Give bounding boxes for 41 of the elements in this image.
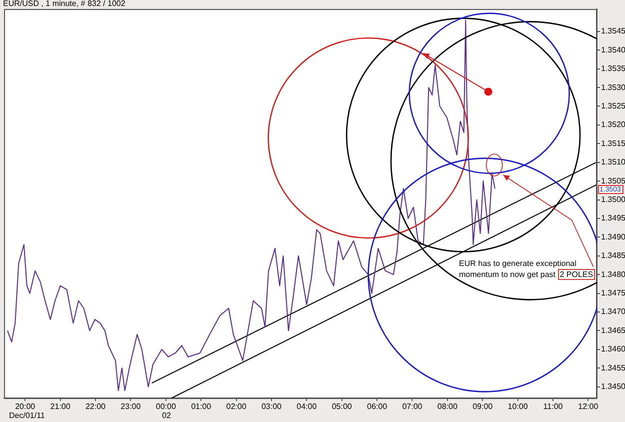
x-tick-label: 10:00 bbox=[508, 402, 528, 412]
x-tick-label: 07:00 bbox=[402, 402, 423, 412]
text: Dec/01/11 bbox=[9, 411, 45, 420]
y-tick-label: 1.3510 bbox=[601, 158, 625, 167]
y-tick-label: 1.3515 bbox=[601, 138, 625, 148]
y-tick-label: 1.3465 bbox=[601, 326, 625, 335]
annotation: 2 POLES bbox=[558, 269, 596, 280]
text: 02 bbox=[162, 411, 171, 420]
x-tick-label: 01:00 bbox=[191, 402, 212, 412]
y-tick-label: 1.3495 bbox=[601, 214, 625, 223]
x-tick-label: 04:00 bbox=[296, 402, 318, 412]
x-tick-label: 20:00 bbox=[15, 402, 36, 412]
y-tick-label: 1.3535 bbox=[601, 64, 625, 74]
y-tick-label: 1.3545 bbox=[601, 26, 625, 36]
y-tick-label: 1.3490 bbox=[601, 232, 625, 242]
y-tick-label: 1.3500 bbox=[601, 194, 625, 204]
y-tick-label: 1.3460 bbox=[601, 344, 625, 354]
y-tick-label: 1.3480 bbox=[601, 270, 625, 279]
x-tick-label: 09:00 bbox=[472, 402, 494, 412]
y-tick-label: 1.3520 bbox=[601, 120, 625, 130]
y-tick-label: 1.3475 bbox=[601, 288, 625, 298]
x-tick-label: 06:00 bbox=[367, 402, 388, 412]
y-tick-label: 1.3505 bbox=[601, 176, 625, 186]
y-tick-label: 1.3530 bbox=[601, 82, 625, 92]
y-tick-label: 1.3485 bbox=[601, 251, 625, 260]
x-tick-label: 02:00 bbox=[226, 402, 247, 412]
chart-title: EUR/USD , 1 minute, # 832 / 1002 bbox=[3, 0, 126, 8]
x-tick-label: 23:00 bbox=[120, 402, 142, 412]
x-tick-label: 00:00 bbox=[156, 402, 176, 412]
y-tick-label: 1.3540 bbox=[601, 45, 625, 54]
x-tick-label: 05:00 bbox=[332, 402, 352, 412]
y-tick-label: 1.3450 bbox=[601, 382, 625, 391]
x-tick-label: 22:00 bbox=[85, 402, 106, 412]
y-tick-label: 1.3525 bbox=[601, 101, 625, 110]
y-tick-label: 1.3455 bbox=[601, 363, 625, 372]
x-tick-label: 21:00 bbox=[50, 402, 71, 412]
y-tick-label: 1.3470 bbox=[601, 307, 625, 316]
x-tick-label: 08:00 bbox=[437, 402, 458, 412]
x-tick-label: 03:00 bbox=[261, 402, 282, 412]
x-tick-label: 12:00 bbox=[578, 402, 599, 412]
x-tick-label: 11:00 bbox=[543, 402, 564, 412]
